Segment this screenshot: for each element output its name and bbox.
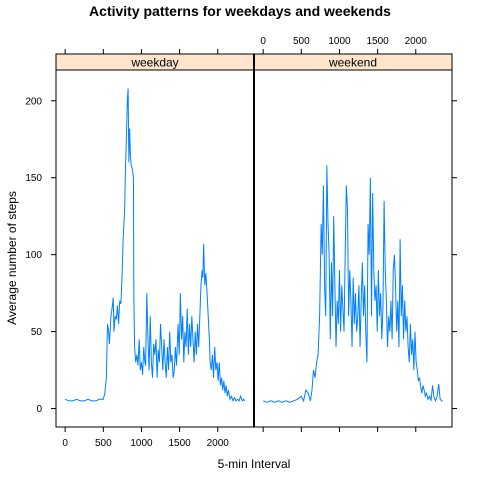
x-tick-label: 500 (293, 36, 310, 47)
strip-label-weekend: weekend (328, 56, 377, 70)
x-tick-label: 1500 (366, 36, 389, 47)
x-tick-label: 1000 (130, 438, 153, 449)
x-tick-label: 1500 (168, 438, 191, 449)
panels-layer: weekday 0 500 1000 1500 2000 0 50 100 150 200 weeke… (25, 36, 457, 449)
x-axis-label: 5-min Interval (218, 457, 291, 471)
y-tick-label: 200 (25, 96, 42, 107)
y-tick-label: 150 (25, 173, 42, 184)
strip-label-weekday: weekday (130, 56, 178, 70)
y-tick-label: 0 (36, 404, 42, 415)
x-tick-label: 1000 (328, 36, 351, 47)
y-axis-label: Average number of steps (5, 191, 19, 325)
y-tick-label: 100 (25, 250, 42, 261)
x-tick-label: 0 (62, 438, 68, 449)
panel-frame-weekend (253, 69, 453, 428)
y-tick-label: 50 (31, 327, 43, 338)
chart-title: Activity patterns for weekdays and weeke… (89, 3, 391, 19)
x-tick-label: 2000 (207, 438, 230, 449)
x-tick-label: 2000 (405, 36, 428, 47)
panel-frame-weekday (55, 69, 255, 428)
x-tick-label: 500 (95, 438, 112, 449)
x-tick-label: 0 (260, 36, 266, 47)
series-line-weekend (262, 165, 443, 403)
series-line-weekday (64, 88, 246, 403)
